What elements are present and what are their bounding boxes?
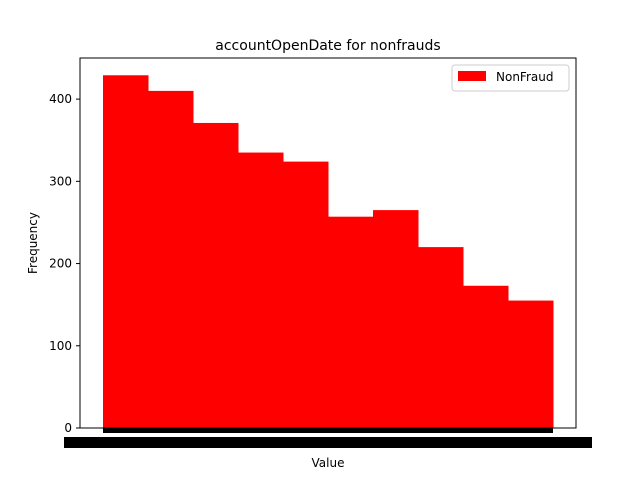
y-tick-label: 200	[49, 257, 72, 271]
histogram-bar	[103, 75, 149, 429]
x-axis-tick-labels	[64, 428, 592, 448]
histogram-bar	[193, 122, 239, 429]
bars-layer	[103, 75, 554, 429]
legend-swatch	[458, 71, 486, 81]
chart-title: accountOpenDate for nonfrauds	[215, 38, 440, 54]
plot-frame	[79, 57, 577, 429]
histogram-bar	[463, 285, 509, 428]
y-tick-label: 300	[49, 174, 72, 188]
x-tick-labels-band	[64, 437, 592, 448]
legend: NonFraud	[451, 64, 570, 92]
histogram-bar	[508, 300, 554, 428]
y-tick-label: 400	[49, 92, 72, 106]
histogram-bar	[238, 152, 284, 428]
histogram-bar	[328, 216, 374, 428]
x-tick-marks-band	[103, 428, 553, 433]
y-axis-label: Frequency	[26, 212, 40, 274]
legend-label-nonfraud: NonFraud	[496, 70, 553, 84]
x-axis-label: Value	[312, 456, 345, 470]
histogram-bar	[373, 210, 419, 428]
y-tick-label: 100	[49, 339, 72, 353]
histogram-bar	[283, 161, 329, 428]
histogram-bar	[418, 247, 464, 428]
y-axis-ticks: 0 100 200 300 400	[49, 92, 80, 435]
histogram-bar	[148, 90, 194, 428]
y-tick-label: 0	[64, 421, 72, 435]
